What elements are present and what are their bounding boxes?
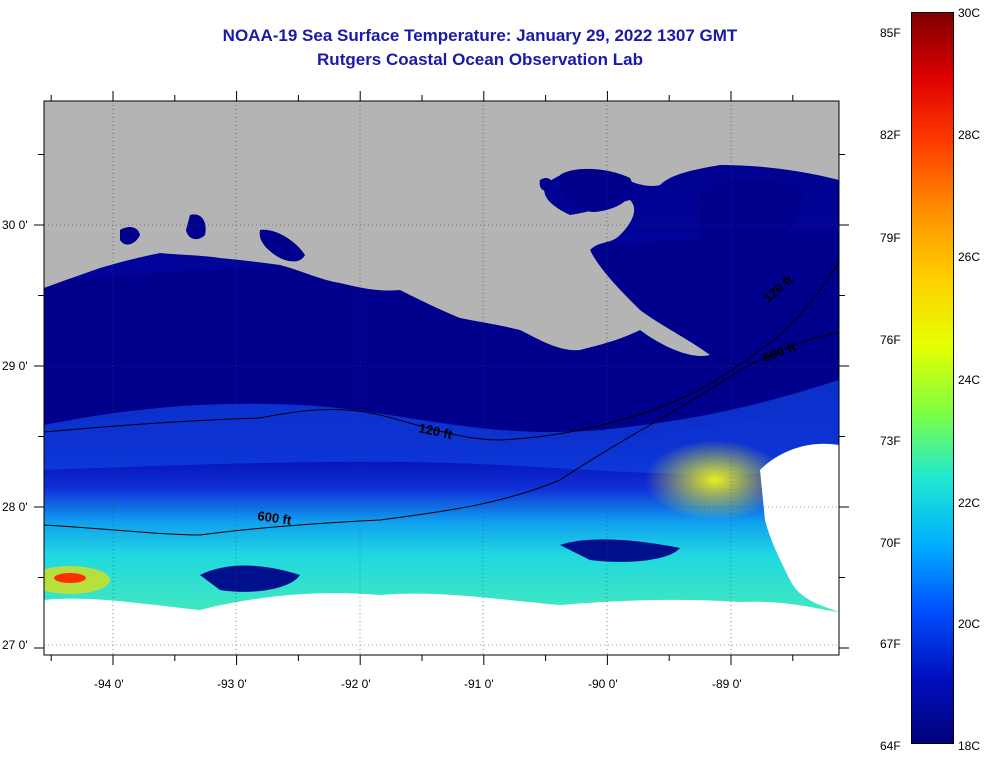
lake [539,178,553,192]
map-frame [43,100,840,656]
colorbar-f-label: 79F [880,231,901,245]
lat-label: 30 0' [2,218,28,232]
lake [259,229,305,262]
lon-label: -94 0' [94,677,124,691]
colorbar-f-label: 82F [880,128,901,142]
contour-label: 120 ft [417,420,454,442]
lake [120,227,140,245]
colorbar-c-label: 20C [958,617,981,631]
contour-120ft [44,261,839,441]
hot-spot-west [54,573,86,583]
lat-label: 29 0' [2,359,28,373]
colorbar-f-label: 70F [880,536,901,550]
lake [560,168,633,212]
colorbar-c-label: 30C [958,6,981,20]
warm-water-patch [645,440,785,520]
colorbar-f-label: 67F [880,637,901,651]
colorbar-f-label: 73F [880,434,901,448]
lon-label: -90 0' [588,677,618,691]
map-subtitle: Rutgers Coastal Ocean Observation Lab [317,50,643,69]
land-mass [44,101,839,356]
transition-water [44,380,839,475]
lon-label: -92 0' [341,677,371,691]
bay [697,180,804,300]
lon-label: -91 0' [464,677,494,691]
colorbar-c-label: 18C [958,739,981,753]
cold-coastal-water [44,230,839,440]
cloud-edge [200,565,300,592]
colorbar-c-label: 28C [958,128,981,142]
colorbar-c-label: 24C [958,373,981,387]
contour-600ft [44,331,839,536]
colorbar-c-label: 26C [958,250,981,264]
cloud-cover [44,593,839,655]
graticule [44,101,839,655]
cloud-edge [560,539,680,562]
colorbar-f-label: 76F [880,333,901,347]
colorbar-c-label: 22C [958,496,981,510]
colorbar-f-label: 64F [880,739,901,753]
lake [186,214,206,240]
lon-label: -89 0' [712,677,742,691]
lat-label: 28 0' [2,500,28,514]
colorbar-f-label: 85F [880,26,901,40]
lon-label: -93 0' [217,677,247,691]
lat-label: 27 0' [2,638,28,652]
temperature-colorbar [911,12,954,744]
map-title: NOAA-19 Sea Surface Temperature: January… [222,26,738,45]
contour-label: 600 ft [257,508,293,528]
axis-ticks [34,91,849,665]
cloud-cover-east [760,443,839,612]
